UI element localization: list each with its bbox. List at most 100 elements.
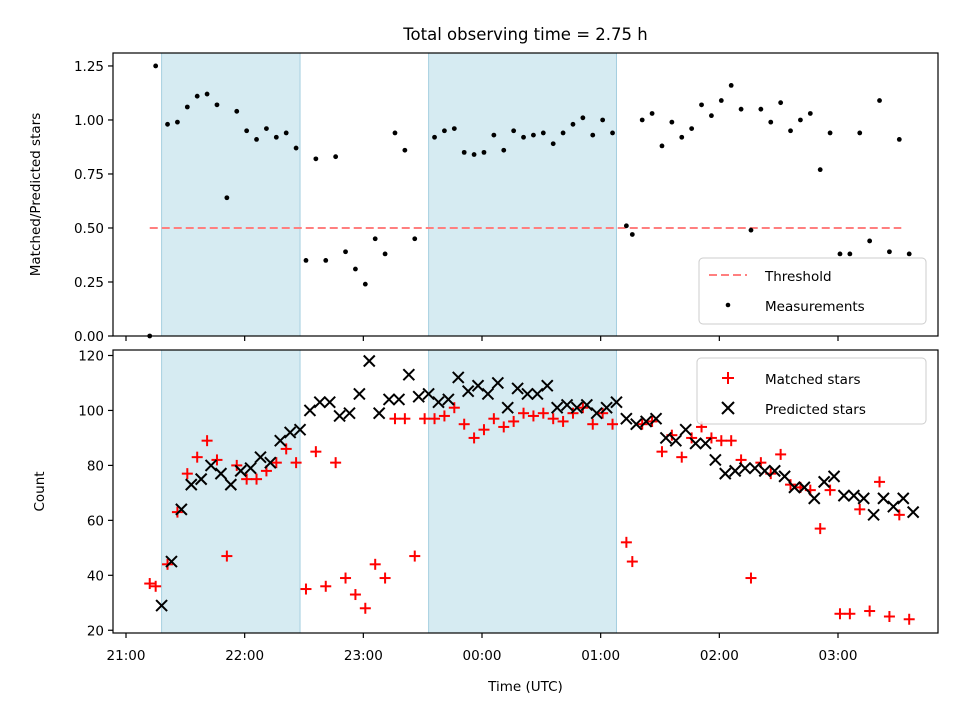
bottom-shaded-intervals bbox=[161, 349, 617, 634]
predicted-star-point bbox=[590, 406, 603, 420]
matched-star-point bbox=[478, 424, 490, 436]
matched-star-point bbox=[181, 468, 193, 480]
matched-star-point bbox=[814, 523, 826, 535]
shaded-interval bbox=[428, 52, 617, 337]
measurement-point bbox=[175, 119, 180, 125]
predicted-star-point bbox=[501, 401, 514, 414]
measurement-point bbox=[153, 63, 159, 69]
predicted-star-point bbox=[155, 599, 168, 612]
bottom-legend-box bbox=[696, 357, 927, 425]
x-tick-label: 03:00 bbox=[819, 648, 858, 664]
predicted-star-point bbox=[887, 500, 900, 513]
predicted-star-point bbox=[412, 390, 425, 403]
measurement-point bbox=[649, 111, 655, 116]
measurement-point bbox=[442, 128, 447, 134]
predicted-stars-legend-label: Predicted stars bbox=[765, 402, 866, 418]
measurement-point bbox=[669, 119, 675, 125]
measurement-point bbox=[679, 134, 685, 140]
predicted-star-point bbox=[244, 461, 257, 475]
measurement-point bbox=[224, 195, 230, 201]
measurement-point bbox=[362, 281, 368, 287]
predicted-star-point bbox=[313, 395, 327, 409]
y-tick-label: 20 bbox=[87, 623, 104, 639]
matched-star-point bbox=[201, 435, 213, 447]
predicted-star-point bbox=[867, 508, 880, 522]
predicted-star-point bbox=[461, 385, 475, 398]
measurement-point bbox=[501, 147, 507, 153]
matched-star-point bbox=[547, 413, 559, 425]
predicted-star-point bbox=[204, 459, 218, 472]
predicted-star-point bbox=[194, 472, 208, 486]
measurement-point bbox=[610, 130, 615, 136]
matched-star-point bbox=[389, 413, 401, 425]
top-axes-frame bbox=[112, 52, 939, 337]
measurement-point bbox=[244, 128, 250, 134]
measurement-point bbox=[623, 223, 629, 229]
predicted-star-point bbox=[333, 409, 346, 423]
measurement-point bbox=[481, 149, 487, 155]
measurement-point bbox=[798, 117, 803, 123]
predicted-star-point bbox=[511, 382, 524, 395]
predicted-star-point bbox=[382, 393, 396, 406]
top-shaded-intervals bbox=[161, 52, 617, 337]
matched-star-point bbox=[359, 602, 371, 614]
predicted-star-point bbox=[274, 434, 287, 447]
measurement-point bbox=[461, 149, 467, 155]
matched-star-point bbox=[419, 413, 431, 425]
measurement-point bbox=[738, 106, 744, 112]
matched-star-point bbox=[745, 572, 757, 584]
measurement-point bbox=[491, 132, 497, 138]
predicted-star-point bbox=[264, 456, 277, 469]
measurement-point bbox=[659, 143, 665, 149]
predicted-star-point bbox=[442, 393, 455, 406]
predicted-stars-series bbox=[155, 354, 920, 612]
measurement-point bbox=[214, 102, 220, 108]
measurement-point bbox=[323, 257, 329, 263]
measurement-point bbox=[273, 134, 279, 140]
matched-star-point bbox=[429, 413, 441, 425]
x-tick-label: 23:00 bbox=[344, 648, 383, 664]
y-tick-label: 100 bbox=[78, 403, 104, 419]
matched-star-point bbox=[498, 421, 510, 433]
matched-star-point bbox=[150, 580, 162, 592]
threshold-legend-label: Threshold bbox=[764, 269, 832, 285]
predicted-star-point bbox=[224, 478, 238, 491]
shaded-interval bbox=[161, 52, 301, 337]
measurement-point bbox=[718, 98, 724, 103]
top-legend-box bbox=[698, 257, 927, 325]
predicted-star-point bbox=[234, 464, 247, 478]
predicted-star-point bbox=[452, 371, 465, 384]
predicted-star-point bbox=[817, 475, 831, 489]
matched-stars-legend-label: Matched stars bbox=[765, 372, 861, 388]
y-tick-label: 80 bbox=[87, 458, 104, 474]
matched-star-point bbox=[725, 435, 737, 447]
matched-star-point bbox=[903, 613, 915, 625]
y-tick-label: 40 bbox=[87, 568, 104, 584]
measurement-point bbox=[896, 137, 902, 142]
top-axis-ticks: 0.00 0.25 0.50 0.75 1.00 1.25 bbox=[74, 59, 839, 345]
predicted-star-point bbox=[719, 467, 732, 480]
matched-star-point bbox=[310, 446, 322, 458]
y-tick-label: 0.25 bbox=[74, 275, 104, 291]
measurement-point bbox=[629, 232, 635, 237]
matched-star-point bbox=[409, 550, 421, 562]
y-tick-label: 0.75 bbox=[74, 167, 104, 183]
measurement-point bbox=[293, 145, 299, 151]
matched-star-point bbox=[438, 410, 450, 422]
predicted-star-point bbox=[837, 489, 851, 502]
matched-star-point bbox=[330, 457, 342, 469]
measurement-point bbox=[234, 108, 240, 114]
measurement-point bbox=[531, 132, 536, 138]
x-tick-label: 21:00 bbox=[107, 648, 146, 664]
predicted-star-point bbox=[283, 426, 297, 439]
x-tick-label: 22:00 bbox=[225, 648, 264, 664]
matched-star-point bbox=[626, 556, 638, 568]
predicted-star-point bbox=[600, 401, 613, 414]
measurement-point bbox=[768, 119, 774, 125]
predicted-star-point bbox=[808, 492, 821, 505]
measurement-point bbox=[857, 130, 863, 136]
predicted-star-point bbox=[610, 395, 623, 409]
measurement-point bbox=[313, 156, 319, 162]
matched-star-point bbox=[270, 457, 282, 469]
